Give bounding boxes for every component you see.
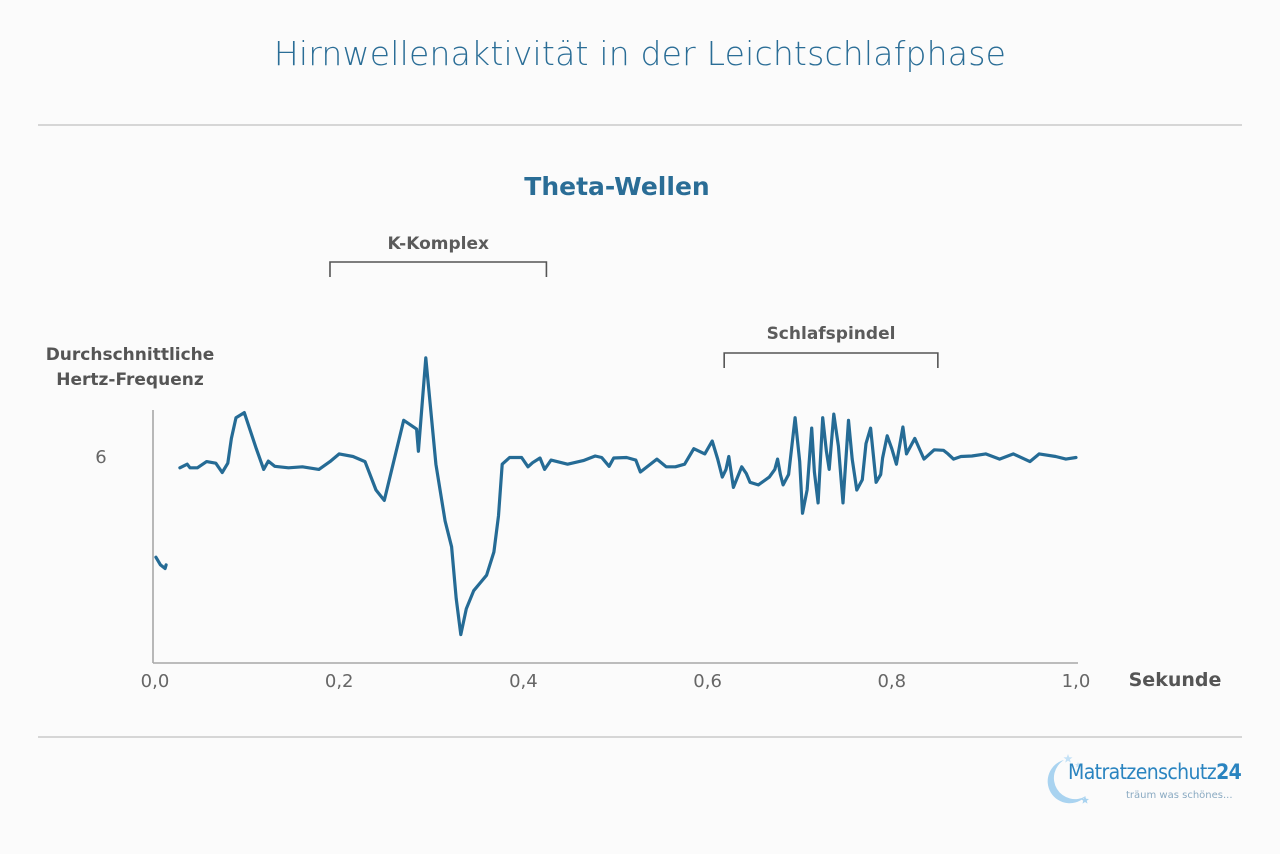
top-divider [38, 124, 1242, 126]
series-group [154, 356, 1078, 637]
y-axis-label-line-1: Durchschnittliche [46, 345, 215, 365]
moon-stars-icon [1047, 754, 1089, 804]
logo-tagline: träum was schönes... [1126, 790, 1233, 801]
chart-title: Theta-Wellen [524, 172, 709, 201]
x-tick-labels: 0,0 0,2 0,4 0,6 0,8 1,0 [141, 671, 1091, 692]
y-tick-label: 6 [95, 447, 106, 468]
page-title: Hirnwellenaktivität in der Leichtschlafp… [273, 34, 1007, 73]
annotation-bracket [329, 261, 548, 277]
brand-logo: Matratzenschutz24 träum was schönes... [1040, 752, 1250, 810]
series-line [178, 356, 1078, 637]
annotation-label: K-Komplex [387, 234, 489, 254]
annotations: K-Komplex Schlafspindel [329, 234, 939, 368]
series-line [154, 555, 168, 571]
x-tick-label: 0,4 [509, 671, 538, 692]
bottom-divider [38, 736, 1242, 738]
x-tick-label: 0,8 [877, 671, 906, 692]
x-axis-label: Sekunde [1129, 669, 1222, 691]
annotation-bracket [723, 352, 939, 368]
x-tick-label: 0,6 [693, 671, 722, 692]
logo-name: Matratzenschutz24 [1068, 760, 1242, 784]
x-tick-label: 1,0 [1062, 671, 1091, 692]
x-tick-label: 0,0 [141, 671, 170, 692]
y-axis-label-line-2: Hertz-Frequenz [56, 370, 204, 390]
annotation-label: Schlafspindel [767, 324, 896, 344]
x-tick-label: 0,2 [325, 671, 354, 692]
